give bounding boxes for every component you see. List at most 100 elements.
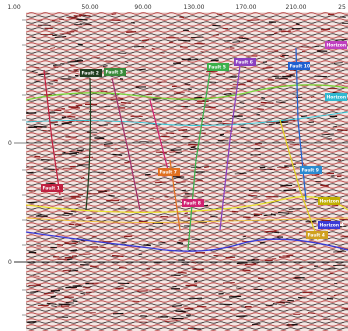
reflector [38,215,42,216]
reflector [67,32,75,33]
reflector [337,130,347,131]
reflector [67,259,72,260]
reflector [28,285,40,286]
reflector [124,236,132,237]
reflector [103,66,107,67]
reflector [107,45,111,46]
reflector [139,254,143,255]
reflector [60,33,71,34]
x-tick-label: 130.00 [184,4,205,11]
reflector [261,102,274,103]
reflector [175,311,185,312]
reflector [185,213,188,214]
x-tick-label: 170.00 [236,4,257,11]
reflector [67,116,75,117]
reflector [67,61,78,62]
reflector [296,24,299,25]
reflector [59,304,71,305]
label-text: Fault 8 [184,201,201,207]
reflector [192,269,203,270]
reflector [237,263,248,264]
reflector [78,44,83,45]
x-tick-label: 1.00 [7,4,21,11]
reflector [327,298,333,299]
label-text: Fault 4 [308,233,325,239]
reflector [338,160,341,161]
x-tick-label: 210.00 [286,4,307,11]
reflector [311,97,314,98]
reflector [28,202,37,203]
reflector [280,185,292,186]
reflector [249,190,259,191]
reflector [155,182,167,183]
reflector [76,19,87,20]
x-tick-label: 50.00 [81,4,98,11]
reflector [34,126,47,127]
page: {"axis": {"x_ticks": ["1.00", "50.00", "… [0,0,348,331]
reflector [188,59,199,60]
label-text: Fault 1 [43,186,60,192]
reflector [191,37,203,38]
reflector [245,264,256,265]
label-text: Fault 6 [236,60,253,66]
reflector [220,134,224,135]
reflector [115,288,123,289]
reflector [308,122,313,123]
reflector [283,190,296,191]
reflector [333,265,345,266]
reflector [226,257,235,258]
label-text: Fault 9 [302,168,319,174]
reflector [273,304,277,305]
reflector [27,322,36,323]
reflector [320,185,329,186]
reflector [73,285,81,286]
reflector [178,272,187,273]
label-text: Fault 5 [209,65,226,71]
reflector [205,107,216,108]
reflector [271,214,276,215]
label-text: Horizon 4 [320,223,344,229]
y-tick-label: 0 [8,259,12,266]
reflector [178,130,187,131]
reflector [182,190,186,191]
reflector [229,296,241,297]
x-tick-label: 25 [338,4,346,11]
reflector [51,296,56,297]
reflector [251,259,254,260]
reflector [188,144,199,145]
reflector [254,214,263,215]
reflector [191,147,196,148]
reflector [114,124,120,125]
reflector [204,167,209,168]
label-text: Fault 10 [290,64,311,70]
reflector [243,236,246,237]
x-tick-label: 90.00 [134,4,151,11]
label-text: Horizon 3 [320,199,344,205]
label-text: Fault 7 [160,170,177,176]
reflector [286,140,295,141]
reflector [146,269,150,270]
reflector [86,218,92,219]
reflector [53,67,58,68]
reflector [139,221,148,222]
reflector [236,316,247,317]
reflector [143,245,150,246]
reflector [280,56,284,57]
reflector [119,267,126,268]
reflector [298,297,305,298]
reflector [62,123,72,124]
reflector [188,89,191,90]
reflector [264,231,276,232]
label-text: Horizon 1 [327,43,348,49]
reflector [212,25,220,26]
reflector [224,94,231,95]
label-text: Horizon 2 [327,95,348,101]
reflector [59,19,64,20]
label-text: Fault 3 [106,70,123,76]
reflector [315,76,327,77]
seismic-view: 1.0050.0090.00130.00170.00210.002500 Fau… [0,0,348,331]
reflector [188,328,194,329]
reflector [41,159,52,160]
reflector [179,17,184,18]
reflector [64,153,77,154]
